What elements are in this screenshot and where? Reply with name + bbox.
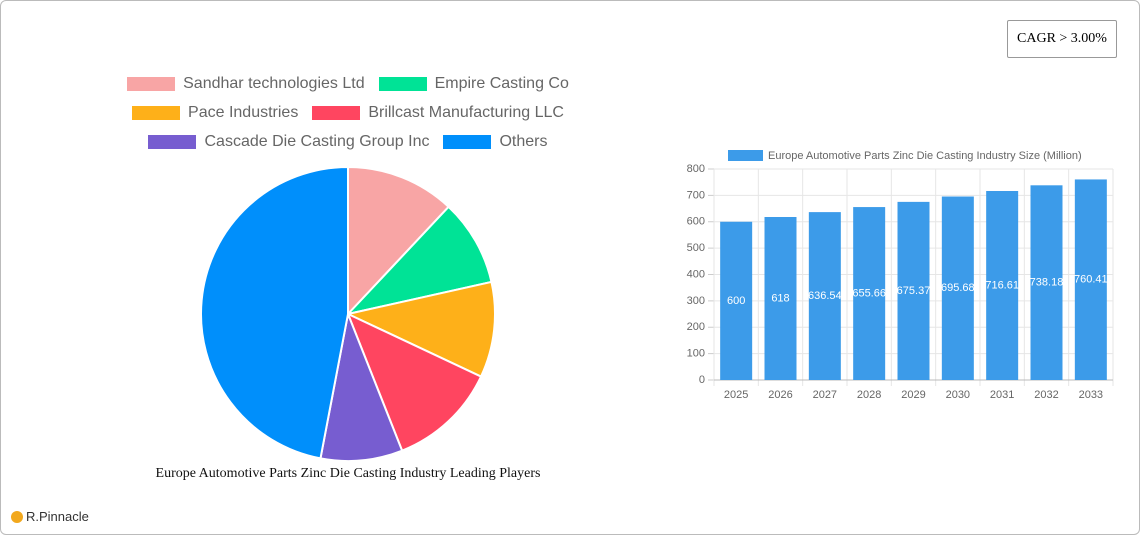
data-label: 600: [727, 295, 745, 307]
legend-item: Sandhar technologies Ltd: [127, 74, 365, 94]
cagr-badge: CAGR > 3.00%: [1007, 20, 1117, 58]
pie-slice: [345, 205, 493, 316]
data-label: 636.54: [808, 290, 842, 302]
bar: [808, 212, 841, 380]
brand-text: R.Pinnacle: [26, 509, 89, 524]
legend-swatch: [728, 150, 763, 161]
bar: [853, 207, 886, 380]
x-tick-label: 2030: [946, 389, 970, 401]
data-label: 675.37: [897, 285, 931, 297]
legend-swatch: [148, 135, 197, 149]
legend-item: Others: [443, 132, 548, 152]
legend-label: Europe Automotive Parts Zinc Die Casting…: [768, 150, 1082, 162]
bar: [986, 190, 1019, 380]
legend-label: Empire Casting Co: [434, 75, 569, 92]
legend-item: Empire Casting Co: [378, 74, 569, 94]
x-tick-label: 2032: [1034, 389, 1058, 401]
y-tick-label: 600: [687, 216, 705, 228]
data-label: 655.66: [852, 287, 886, 299]
y-tick-label: 200: [687, 321, 705, 333]
legend-label: Sandhar technologies Ltd: [183, 75, 365, 92]
bar: [1030, 185, 1063, 380]
data-label: 618: [771, 292, 789, 304]
legend-label: Others: [499, 133, 548, 150]
legend-swatch: [443, 135, 492, 149]
y-tick-label: 700: [687, 189, 705, 201]
pie-legend: Sandhar technologies Ltd Empire Casting C…: [113, 74, 583, 152]
y-tick-label: 0: [699, 374, 705, 386]
y-tick-label: 100: [687, 348, 705, 360]
brand: R.Pinnacle: [11, 509, 89, 524]
bar: [1074, 179, 1107, 380]
x-tick-label: 2026: [768, 389, 792, 401]
pie-slice: [319, 310, 404, 462]
bar: [897, 201, 930, 380]
brand-icon: [11, 510, 23, 523]
legend-label: Pace Industries: [188, 104, 299, 121]
y-tick-label: 500: [687, 242, 705, 254]
y-tick-label: 400: [687, 268, 705, 280]
data-label: 716.61: [985, 279, 1019, 291]
legend-item: Pace Industries: [132, 103, 298, 123]
legend-swatch: [312, 106, 361, 120]
pie-slice: [200, 165, 349, 460]
x-tick-label: 2027: [813, 389, 837, 401]
legend-swatch: [132, 106, 181, 120]
pie-slice: [346, 312, 483, 452]
data-label: 695.68: [941, 282, 975, 294]
pie-slice: [347, 165, 451, 317]
bar: [941, 196, 974, 380]
legend-label: Cascade Die Casting Group Inc: [204, 133, 430, 150]
legend-label: Brillcast Manufacturing LLC: [368, 104, 564, 121]
legend-swatch: [378, 77, 427, 91]
x-tick-label: 2029: [901, 389, 925, 401]
legend-swatch: [127, 77, 176, 91]
x-tick-label: 2031: [990, 389, 1014, 401]
x-tick-label: 2033: [1079, 389, 1103, 401]
legend-item: Brillcast Manufacturing LLC: [312, 103, 564, 123]
bar: [720, 221, 753, 380]
x-tick-label: 2025: [724, 389, 748, 401]
pie-title: Europe Automotive Parts Zinc Die Casting…: [155, 466, 541, 481]
data-label: 760.41: [1074, 274, 1108, 286]
y-tick-label: 800: [687, 163, 705, 175]
x-tick-label: 2028: [857, 389, 881, 401]
bar: [764, 217, 797, 380]
legend-item: Cascade Die Casting Group Inc: [148, 132, 429, 152]
pie-slice: [344, 280, 496, 378]
y-tick-label: 300: [687, 295, 705, 307]
data-label: 738.18: [1030, 277, 1064, 289]
